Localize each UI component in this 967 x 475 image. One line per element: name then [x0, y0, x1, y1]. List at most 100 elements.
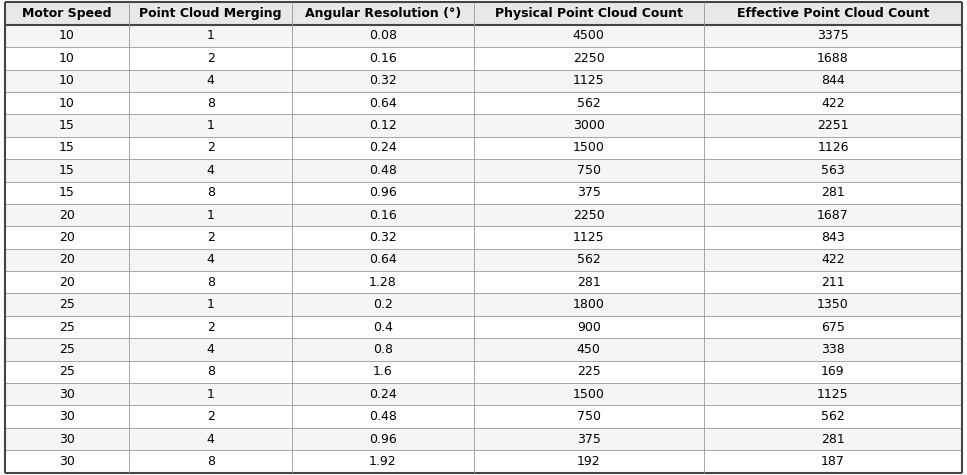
- Text: 281: 281: [577, 276, 601, 289]
- Text: 0.16: 0.16: [369, 209, 396, 222]
- Text: 20: 20: [59, 276, 75, 289]
- Text: 0.08: 0.08: [369, 29, 397, 42]
- Bar: [130, 137, 292, 159]
- Bar: [292, 338, 474, 361]
- Bar: [474, 316, 704, 338]
- Text: 375: 375: [577, 186, 601, 199]
- Bar: [474, 226, 704, 249]
- Text: 8: 8: [207, 276, 215, 289]
- Bar: [474, 114, 704, 137]
- Text: 0.64: 0.64: [369, 253, 396, 266]
- Bar: [5, 226, 130, 249]
- Bar: [5, 181, 130, 204]
- Text: Point Cloud Merging: Point Cloud Merging: [139, 7, 282, 20]
- Text: 15: 15: [59, 142, 75, 154]
- Text: Effective Point Cloud Count: Effective Point Cloud Count: [737, 7, 929, 20]
- Bar: [5, 69, 130, 92]
- Bar: [474, 92, 704, 114]
- Bar: [130, 271, 292, 294]
- Text: 0.32: 0.32: [369, 74, 396, 87]
- Bar: [704, 294, 962, 316]
- Text: 1350: 1350: [817, 298, 849, 311]
- Text: 0.24: 0.24: [369, 142, 396, 154]
- Text: 0.96: 0.96: [369, 186, 396, 199]
- Bar: [5, 47, 130, 69]
- Bar: [474, 450, 704, 473]
- Text: 3375: 3375: [817, 29, 849, 42]
- Bar: [474, 204, 704, 226]
- Bar: [5, 2, 130, 25]
- Text: 2: 2: [207, 142, 215, 154]
- Text: 15: 15: [59, 186, 75, 199]
- Text: Motor Speed: Motor Speed: [22, 7, 112, 20]
- Bar: [5, 92, 130, 114]
- Bar: [5, 428, 130, 450]
- Text: 2: 2: [207, 410, 215, 423]
- Bar: [292, 2, 474, 25]
- Text: 0.96: 0.96: [369, 433, 396, 446]
- Bar: [5, 114, 130, 137]
- Bar: [292, 226, 474, 249]
- Bar: [704, 181, 962, 204]
- Bar: [704, 69, 962, 92]
- Bar: [704, 316, 962, 338]
- Text: 1126: 1126: [817, 142, 849, 154]
- Bar: [474, 249, 704, 271]
- Text: 843: 843: [821, 231, 845, 244]
- Bar: [704, 406, 962, 428]
- Bar: [5, 249, 130, 271]
- Text: 0.16: 0.16: [369, 52, 396, 65]
- Bar: [704, 92, 962, 114]
- Text: 0.4: 0.4: [373, 321, 393, 333]
- Text: 281: 281: [821, 186, 845, 199]
- Text: 25: 25: [59, 343, 75, 356]
- Bar: [704, 428, 962, 450]
- Bar: [704, 226, 962, 249]
- Bar: [292, 92, 474, 114]
- Bar: [130, 2, 292, 25]
- Text: 1: 1: [207, 298, 215, 311]
- Bar: [5, 383, 130, 406]
- Text: 8: 8: [207, 96, 215, 110]
- Bar: [130, 294, 292, 316]
- Text: 422: 422: [821, 96, 845, 110]
- Bar: [474, 271, 704, 294]
- Bar: [292, 383, 474, 406]
- Bar: [5, 450, 130, 473]
- Text: 900: 900: [577, 321, 601, 333]
- Text: 25: 25: [59, 321, 75, 333]
- Bar: [130, 361, 292, 383]
- Bar: [130, 181, 292, 204]
- Bar: [292, 294, 474, 316]
- Text: 187: 187: [821, 455, 845, 468]
- Bar: [474, 2, 704, 25]
- Text: 1.28: 1.28: [369, 276, 396, 289]
- Bar: [130, 25, 292, 47]
- Text: 2: 2: [207, 52, 215, 65]
- Bar: [292, 361, 474, 383]
- Bar: [130, 450, 292, 473]
- Text: 1125: 1125: [573, 74, 604, 87]
- Text: 0.24: 0.24: [369, 388, 396, 401]
- Text: 15: 15: [59, 119, 75, 132]
- Bar: [5, 137, 130, 159]
- Bar: [474, 69, 704, 92]
- Bar: [292, 137, 474, 159]
- Bar: [474, 428, 704, 450]
- Text: 10: 10: [59, 96, 75, 110]
- Text: 20: 20: [59, 231, 75, 244]
- Text: 281: 281: [821, 433, 845, 446]
- Bar: [292, 406, 474, 428]
- Bar: [130, 159, 292, 181]
- Text: 10: 10: [59, 29, 75, 42]
- Bar: [5, 25, 130, 47]
- Text: 338: 338: [821, 343, 845, 356]
- Bar: [292, 47, 474, 69]
- Text: 844: 844: [821, 74, 845, 87]
- Text: 562: 562: [577, 96, 601, 110]
- Text: Angular Resolution (°): Angular Resolution (°): [305, 7, 461, 20]
- Bar: [130, 92, 292, 114]
- Bar: [5, 338, 130, 361]
- Text: 4: 4: [207, 433, 215, 446]
- Text: 562: 562: [577, 253, 601, 266]
